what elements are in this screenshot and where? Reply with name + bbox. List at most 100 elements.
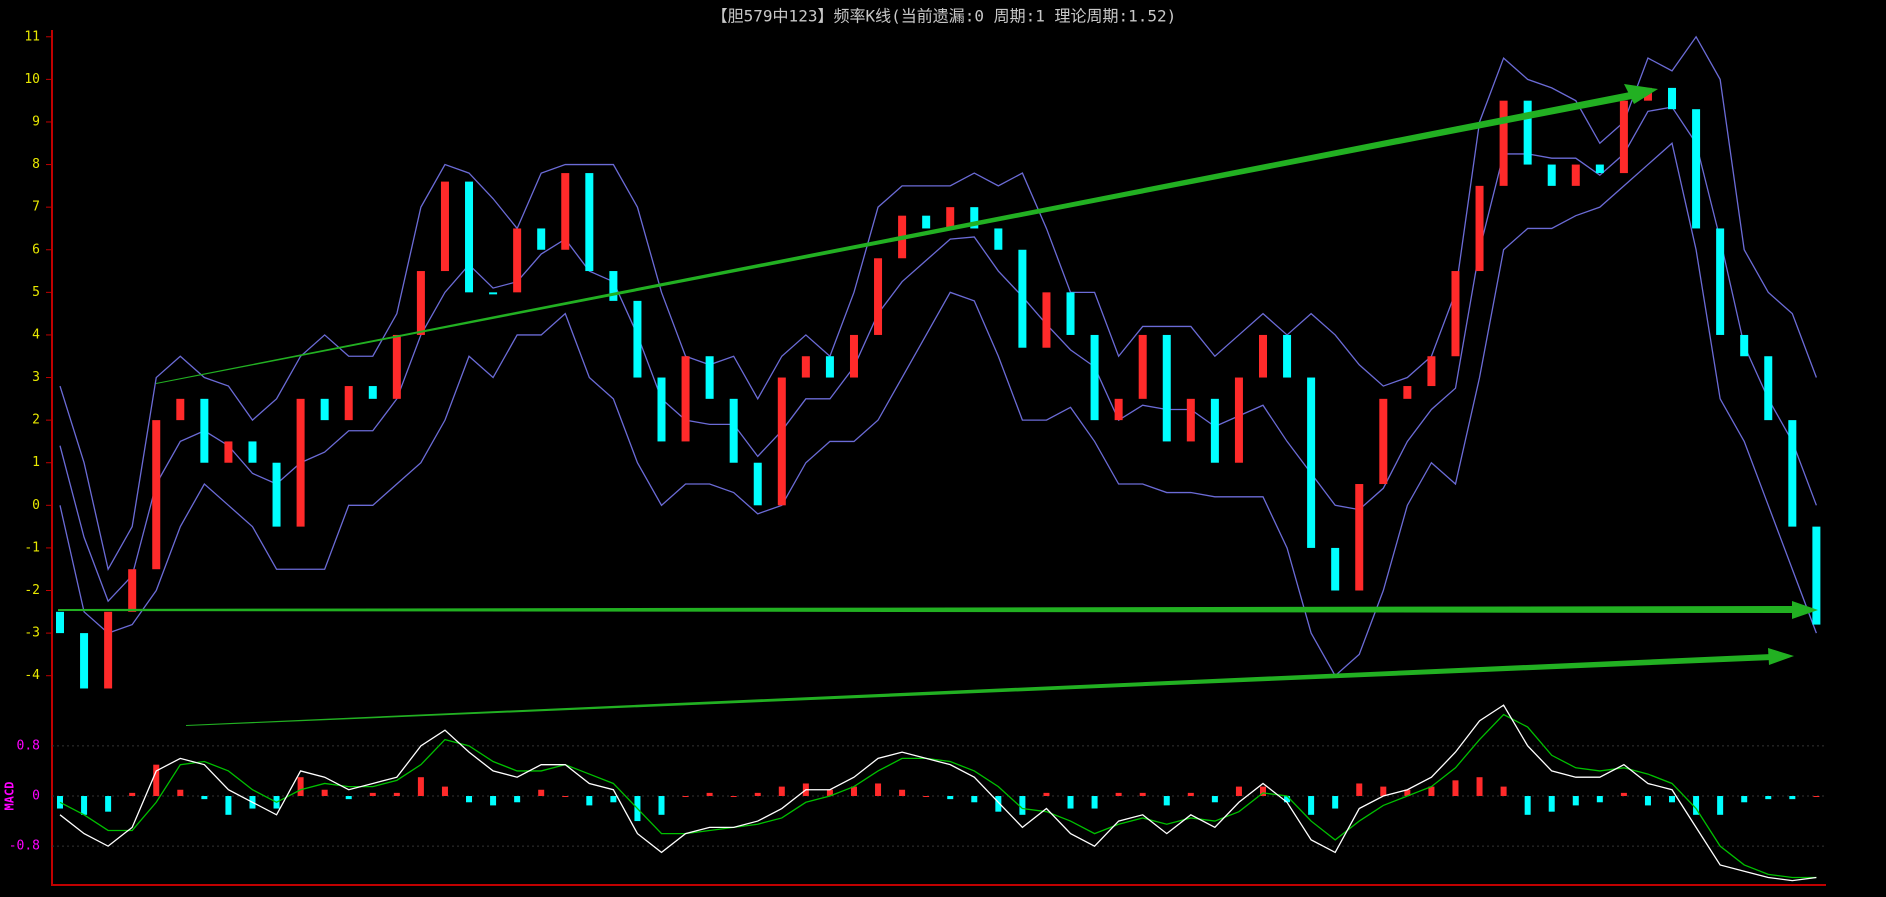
candle (1812, 526, 1821, 625)
macd-bar (1428, 786, 1435, 797)
candle (296, 398, 305, 527)
candle (80, 633, 89, 689)
candle (1259, 334, 1267, 378)
arrow-head (1792, 601, 1818, 619)
y-tick-label: 8 (32, 157, 40, 172)
macd-bar (1404, 789, 1411, 797)
candle (609, 271, 618, 301)
macd-bar (441, 786, 448, 797)
macd-bar (466, 796, 473, 803)
macd-bar (682, 796, 689, 798)
candle (922, 215, 931, 229)
trend-arrows (58, 84, 1818, 726)
candle (1186, 398, 1195, 442)
macd-bar (1500, 786, 1507, 797)
candle (874, 258, 883, 335)
band-lower (59, 142, 1817, 677)
chart-title: 【胆579中123】频率K线(当前遗漏:0 周期:1 理论周期:1.52) (712, 7, 1177, 26)
candle (801, 356, 810, 378)
y-tick-label: 9 (32, 114, 40, 129)
candle (104, 611, 113, 689)
candle (537, 228, 546, 250)
candle (753, 462, 762, 506)
candle (1427, 356, 1436, 387)
candle (416, 271, 425, 335)
macd-bar (562, 796, 569, 798)
macd-bar (1235, 786, 1242, 797)
candle (970, 207, 979, 229)
macd-bar (947, 796, 954, 800)
macd-bar (1620, 792, 1627, 797)
macd-bar (971, 796, 978, 803)
candle (705, 356, 714, 399)
macd-bar (1789, 796, 1796, 800)
candle (1692, 109, 1701, 229)
dea-line (59, 713, 1817, 879)
macd-bar (1284, 796, 1291, 803)
candle (152, 420, 161, 570)
candle (513, 228, 522, 293)
arrow-head (1624, 84, 1658, 104)
macd-bar (105, 796, 112, 812)
macd-bar (57, 796, 63, 809)
y-tick-label: 10 (24, 72, 40, 87)
macd-bar (1187, 792, 1194, 797)
macd-bar (177, 789, 184, 797)
macd-bar (826, 789, 833, 797)
macd-bar (1596, 796, 1603, 803)
candle (1162, 334, 1171, 442)
macd-bar (1115, 792, 1122, 797)
candle (1547, 164, 1556, 186)
macd-bar (153, 764, 160, 797)
macd-label: MACD (3, 782, 17, 811)
arrow-head (1768, 648, 1794, 665)
candle (681, 356, 690, 442)
y-tick-label: 0 (32, 789, 40, 804)
y-tick-label: 3 (32, 370, 40, 385)
candle (994, 228, 1003, 250)
candle (1475, 185, 1484, 272)
macd-bar (297, 777, 304, 797)
candle (633, 300, 642, 378)
y-tick-label: -1 (24, 540, 40, 555)
dif-line (59, 704, 1817, 882)
candle (1018, 249, 1027, 348)
candle (224, 441, 233, 463)
candle (489, 292, 498, 295)
y-tick-label: 2 (32, 413, 40, 428)
macd-bar (1548, 796, 1555, 812)
macd-bar (1043, 792, 1050, 797)
macd-bar (610, 796, 617, 803)
candle (1138, 334, 1147, 399)
macd-bar (1572, 796, 1579, 806)
macd-bar (1308, 796, 1315, 815)
candle (1283, 334, 1292, 378)
candle (1114, 398, 1123, 421)
candle (1090, 334, 1099, 421)
candle (1331, 547, 1340, 591)
macd-bar (658, 796, 665, 815)
y-tick-label: 4 (32, 327, 40, 342)
macd-bar (1717, 796, 1724, 815)
macd-bar (1452, 780, 1459, 797)
candle (1499, 100, 1508, 186)
candle (1379, 398, 1388, 485)
candle (561, 173, 570, 250)
candle (392, 334, 401, 399)
macd-bar (417, 777, 424, 797)
macd-bar (1813, 796, 1820, 798)
candle (1740, 334, 1749, 357)
macd-bar (1693, 796, 1700, 815)
candle (368, 386, 377, 399)
candle (729, 398, 738, 463)
macd-bar (514, 796, 521, 803)
candle (1451, 271, 1460, 357)
macd-bar (1332, 796, 1339, 809)
macd-bar (81, 796, 88, 815)
macd-bar (225, 796, 232, 815)
candle (128, 569, 137, 612)
candle (1307, 377, 1316, 548)
candle (657, 377, 666, 442)
